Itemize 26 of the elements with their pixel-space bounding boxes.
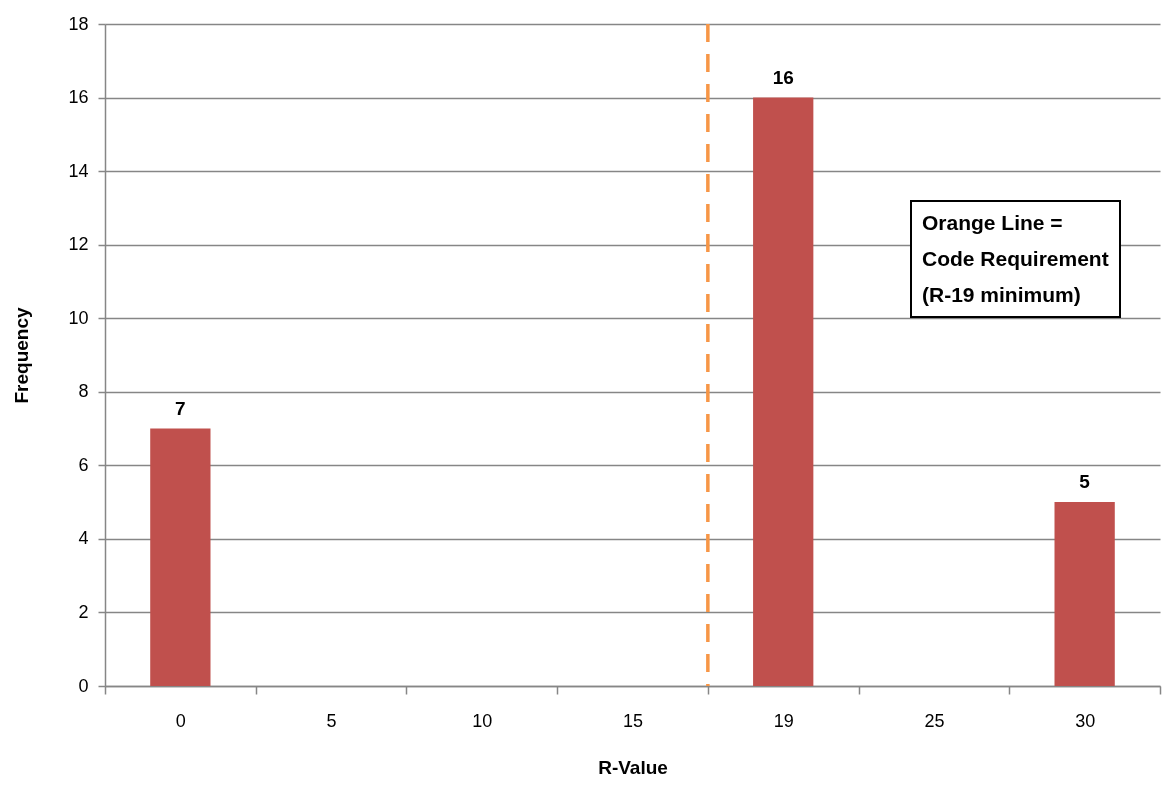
data-label: 5	[1079, 471, 1091, 493]
x-tick-label: 10	[472, 710, 493, 731]
x-tick-label: 30	[1075, 710, 1096, 731]
x-tick-label: 25	[924, 710, 945, 731]
x-tick-label: 19	[773, 710, 794, 731]
y-tick-label: 16	[68, 87, 89, 108]
x-tick-label: 15	[622, 710, 644, 731]
bar	[1054, 502, 1115, 686]
y-tick-label: 4	[78, 528, 89, 549]
bar	[753, 97, 814, 686]
bar	[150, 428, 211, 686]
y-tick-label: 0	[78, 675, 89, 696]
y-tick-label: 8	[78, 381, 89, 402]
x-tick-label: 0	[175, 710, 186, 731]
y-tick-label: 14	[68, 160, 89, 181]
y-tick-label: 6	[78, 454, 89, 475]
y-tick-label: 10	[68, 307, 89, 328]
y-axis-title: Frequency	[11, 307, 33, 404]
y-tick-label: 12	[68, 234, 89, 255]
data-label: 16	[772, 66, 794, 88]
x-axis-title: R-Value	[598, 756, 668, 778]
annotation: Orange Line = Code Requirement (R-19 minimum)	[910, 200, 1121, 318]
data-label: 7	[175, 397, 186, 419]
y-tick-label: 2	[78, 601, 89, 622]
x-tick-label: 5	[326, 710, 337, 731]
y-tick-label: 18	[68, 13, 89, 34]
